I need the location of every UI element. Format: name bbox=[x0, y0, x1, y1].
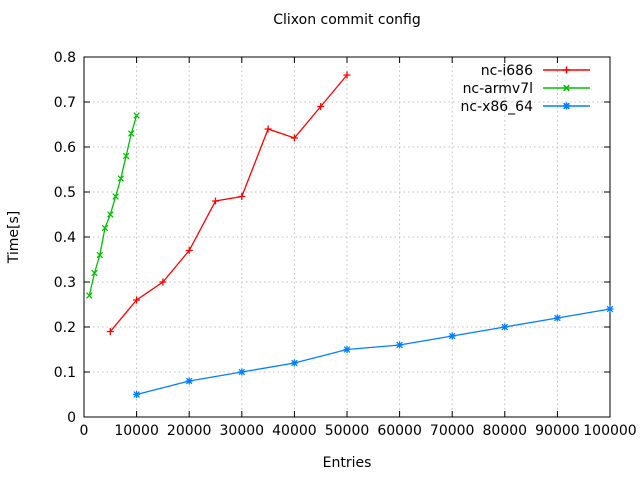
series-marker-nc-i686 bbox=[159, 278, 167, 286]
series-marker-nc-armv7l bbox=[86, 292, 93, 299]
y-tick-label: 0.7 bbox=[54, 95, 76, 111]
series-marker-nc-x86_64 bbox=[343, 346, 351, 353]
legend-sample-marker-nc-armv7l bbox=[563, 84, 570, 92]
legend-label-nc-i686: nc-i686 bbox=[481, 63, 533, 79]
series-marker-nc-i686 bbox=[106, 328, 114, 335]
legend-sample-marker-nc-i686 bbox=[563, 66, 570, 74]
series-marker-nc-x86_64 bbox=[185, 377, 193, 385]
x-tick-label: 20000 bbox=[167, 423, 212, 439]
x-tick-label: 70000 bbox=[430, 423, 475, 439]
series-marker-nc-armv7l bbox=[96, 251, 104, 259]
x-tick-label: 10000 bbox=[114, 423, 159, 439]
series-marker-nc-armv7l bbox=[133, 112, 140, 119]
series-marker-nc-i686 bbox=[238, 193, 246, 200]
series-line-nc-x86_64 bbox=[136, 308, 611, 396]
series-marker-nc-i686 bbox=[343, 71, 351, 79]
x-tick-label: 40000 bbox=[272, 423, 317, 439]
series-marker-nc-x86_64 bbox=[133, 391, 141, 398]
series-marker-nc-i686 bbox=[133, 296, 141, 304]
series-marker-nc-x86_64 bbox=[501, 323, 509, 331]
y-tick-label: 0.5 bbox=[54, 185, 76, 201]
series-marker-nc-armv7l bbox=[117, 175, 125, 182]
legend-sample-marker-nc-x86_64 bbox=[563, 102, 570, 110]
y-tick-label: 0.3 bbox=[54, 275, 76, 291]
x-tick-label: 0 bbox=[80, 423, 89, 439]
y-tick-label: 0.1 bbox=[54, 365, 76, 381]
series-marker-nc-i686 bbox=[290, 134, 298, 142]
y-tick-label: 0 bbox=[67, 410, 76, 426]
series-marker-nc-x86_64 bbox=[606, 305, 614, 313]
x-tick-label: 60000 bbox=[377, 423, 422, 439]
series-marker-nc-armv7l bbox=[101, 224, 109, 232]
series-marker-nc-x86_64 bbox=[238, 368, 246, 376]
chart-title: Clixon commit config bbox=[273, 12, 421, 28]
y-tick-label: 0.4 bbox=[54, 230, 76, 246]
series-marker-nc-armv7l bbox=[122, 152, 130, 160]
x-tick-label: 100000 bbox=[583, 423, 636, 439]
x-tick-label: 50000 bbox=[325, 423, 370, 439]
y-tick-label: 0.8 bbox=[54, 50, 76, 66]
legend-label-nc-x86_64: nc-x86_64 bbox=[460, 99, 533, 115]
x-tick-label: 80000 bbox=[483, 423, 528, 439]
series-marker-nc-i686 bbox=[212, 197, 219, 205]
legend-label-nc-armv7l: nc-armv7l bbox=[463, 81, 533, 97]
series-marker-nc-x86_64 bbox=[448, 332, 456, 340]
series-marker-nc-armv7l bbox=[112, 193, 119, 200]
series-marker-nc-x86_64 bbox=[290, 359, 298, 367]
series-marker-nc-x86_64 bbox=[396, 341, 404, 349]
series-marker-nc-x86_64 bbox=[553, 314, 561, 322]
x-tick-label: 90000 bbox=[535, 423, 580, 439]
x-axis-label: Entries bbox=[322, 455, 372, 471]
x-tick-label: 30000 bbox=[220, 423, 265, 439]
series-marker-nc-i686 bbox=[264, 125, 272, 133]
series-line-nc-armv7l bbox=[88, 115, 138, 296]
series-marker-nc-armv7l bbox=[91, 269, 98, 277]
y-tick-label: 0.6 bbox=[54, 140, 76, 156]
series-marker-nc-i686 bbox=[317, 103, 325, 110]
series-marker-nc-armv7l bbox=[107, 211, 114, 218]
series-marker-nc-i686 bbox=[185, 247, 193, 254]
y-tick-label: 0.2 bbox=[54, 320, 76, 336]
series-marker-nc-armv7l bbox=[128, 130, 135, 137]
series-line-nc-i686 bbox=[109, 74, 348, 332]
